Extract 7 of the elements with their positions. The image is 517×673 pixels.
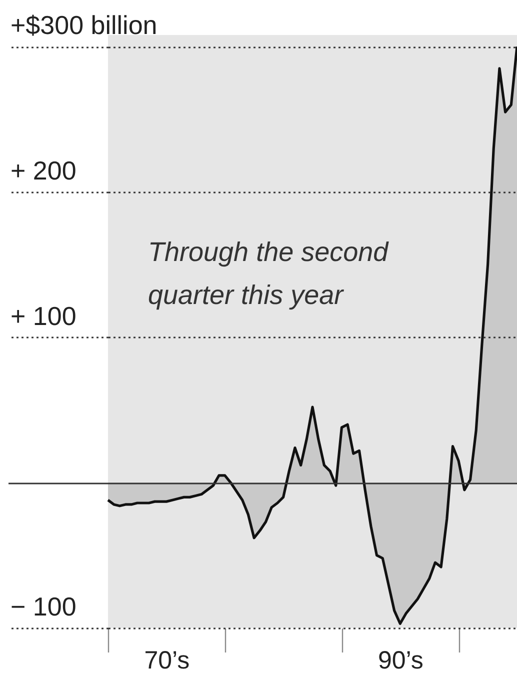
- x-tick-label: 70’s: [144, 646, 190, 673]
- y-tick-label: + 100: [10, 300, 76, 331]
- y-tick-label: − 100: [10, 592, 76, 622]
- annotation: Through the second quarter this year: [148, 237, 390, 310]
- y-tick-label: +$300 billion: [10, 10, 158, 40]
- x-tick-label: 90’s: [378, 646, 424, 673]
- y-tick-label: + 200: [10, 155, 76, 186]
